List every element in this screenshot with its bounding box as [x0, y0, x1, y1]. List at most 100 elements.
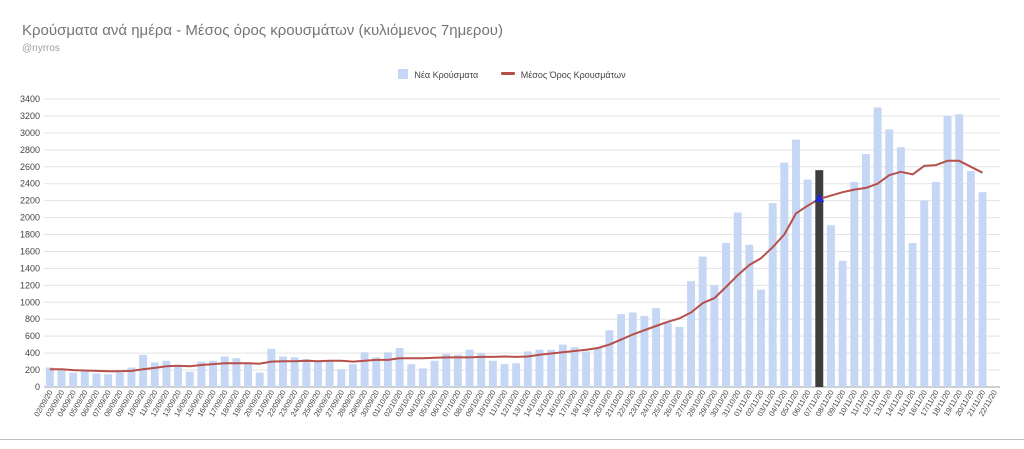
legend-swatch-line — [500, 72, 515, 75]
bar[interactable] — [267, 348, 276, 387]
bars — [45, 107, 987, 388]
bar[interactable] — [792, 139, 800, 387]
bar[interactable] — [442, 353, 451, 387]
bar[interactable] — [687, 281, 696, 387]
bar[interactable] — [360, 352, 369, 387]
bar[interactable] — [966, 171, 975, 387]
bar[interactable] — [570, 347, 579, 387]
bar[interactable] — [407, 364, 416, 387]
bar[interactable] — [663, 322, 672, 387]
bar[interactable] — [325, 360, 334, 387]
legend-swatch-bars — [398, 69, 409, 79]
bar[interactable] — [209, 360, 218, 387]
bar[interactable] — [955, 114, 964, 387]
bar[interactable] — [395, 348, 404, 387]
y-tick-label: 600 — [25, 331, 40, 341]
bar[interactable] — [722, 243, 730, 387]
bar[interactable] — [92, 373, 101, 387]
bar[interactable] — [698, 256, 707, 387]
bar[interactable] — [558, 344, 567, 387]
legend-item-line[interactable]: Μέσος Όρος Κρουσμάτων — [500, 70, 626, 80]
bar[interactable] — [582, 351, 591, 387]
bar[interactable] — [908, 243, 917, 387]
bar[interactable] — [348, 364, 357, 387]
bar[interactable] — [617, 314, 626, 387]
bottom-divider — [0, 439, 1024, 440]
y-tick-label: 2800 — [20, 145, 40, 155]
bar[interactable] — [162, 360, 171, 387]
bar[interactable] — [139, 354, 148, 387]
bar[interactable] — [757, 289, 765, 387]
bar[interactable] — [768, 203, 777, 387]
bar[interactable] — [302, 359, 311, 387]
bar[interactable] — [115, 372, 124, 387]
bar[interactable] — [290, 357, 299, 387]
bar[interactable] — [512, 363, 521, 387]
bar[interactable] — [931, 182, 940, 387]
bar-highlighted[interactable] — [815, 170, 824, 387]
bar[interactable] — [174, 365, 183, 387]
average-marker[interactable] — [814, 192, 825, 202]
bar[interactable] — [943, 115, 952, 388]
bar[interactable] — [127, 367, 136, 387]
y-tick-label: 2000 — [20, 213, 40, 223]
y-tick-label: 2600 — [20, 162, 40, 172]
bar[interactable] — [978, 192, 987, 387]
average-line-path[interactable] — [49, 159, 983, 373]
bar[interactable] — [197, 361, 206, 387]
bar[interactable] — [185, 371, 194, 387]
bar[interactable] — [57, 369, 66, 387]
bar[interactable] — [861, 154, 870, 387]
bar[interactable] — [652, 308, 661, 387]
bar[interactable] — [279, 356, 287, 387]
bar[interactable] — [232, 358, 241, 387]
bar[interactable] — [920, 200, 929, 387]
bar[interactable] — [896, 147, 905, 387]
bar[interactable] — [244, 363, 252, 387]
bar[interactable] — [430, 360, 439, 387]
bar[interactable] — [745, 244, 754, 387]
bar[interactable] — [465, 349, 474, 387]
bar[interactable] — [850, 182, 859, 387]
bar[interactable] — [628, 312, 637, 387]
bar[interactable] — [873, 107, 882, 388]
bar[interactable] — [80, 370, 89, 387]
bar[interactable] — [803, 179, 812, 387]
y-axis-ticks: 0 200 400 600 800 1000 1200 1400 1600 1800 2000 220… — [20, 94, 40, 392]
bar[interactable] — [69, 372, 78, 387]
bar[interactable] — [780, 162, 789, 387]
bar[interactable] — [418, 368, 427, 387]
bar[interactable] — [500, 364, 509, 387]
legend-label-line: Μέσος Όρος Κρουσμάτων — [520, 70, 626, 80]
bar[interactable] — [220, 356, 229, 387]
y-tick-label: 1400 — [20, 263, 40, 273]
bar[interactable] — [885, 129, 894, 387]
bar[interactable] — [255, 372, 264, 387]
bar[interactable] — [337, 369, 346, 387]
bar[interactable] — [314, 361, 322, 387]
bar[interactable] — [826, 225, 835, 387]
bar[interactable] — [733, 212, 742, 387]
bar[interactable] — [488, 360, 497, 387]
bar[interactable] — [838, 260, 847, 387]
legend-item-bars[interactable]: Νέα Κρούσματα — [398, 69, 478, 80]
bar[interactable] — [477, 353, 486, 387]
bar[interactable] — [372, 357, 381, 387]
bar[interactable] — [150, 362, 159, 387]
bar[interactable] — [605, 330, 614, 387]
bar[interactable] — [675, 326, 684, 387]
bar[interactable] — [383, 352, 392, 387]
bar[interactable] — [710, 285, 719, 387]
y-tick-label: 800 — [25, 314, 40, 324]
x-axis-ticks: 02/09/2003/09/2004/09/2005/09/2006/09/20… — [32, 388, 999, 418]
bar[interactable] — [593, 348, 602, 387]
bar[interactable] — [104, 374, 113, 387]
bar[interactable] — [523, 351, 532, 387]
bar[interactable] — [535, 349, 544, 387]
bar[interactable] — [453, 354, 462, 387]
legend-label-bars: Νέα Κρούσματα — [414, 70, 479, 80]
chart-subtitle: @nyrros — [22, 43, 60, 54]
bar[interactable] — [547, 349, 556, 387]
bar[interactable] — [45, 367, 54, 387]
bar[interactable] — [640, 315, 649, 387]
